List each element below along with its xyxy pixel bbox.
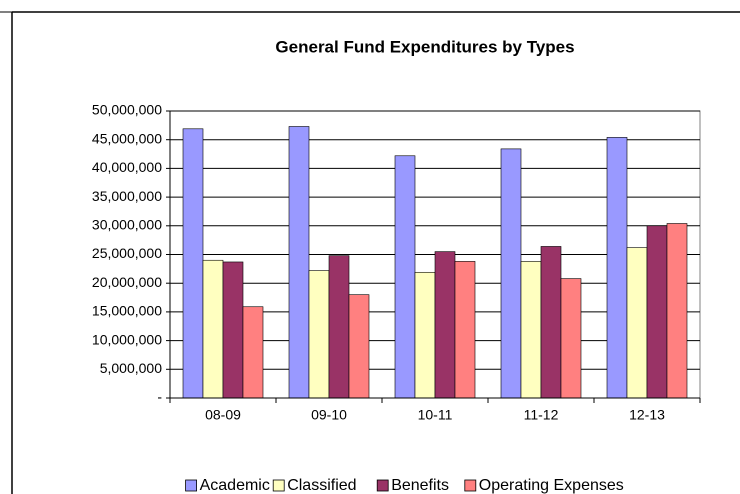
bar [414,271,436,399]
bar [520,261,542,399]
legend-swatch [272,479,285,492]
legend-label: Academic [200,477,270,494]
legend-label: Benefits [391,477,449,494]
y-tick-label: 5,000,000 [100,360,162,376]
y-tick-label: 10,000,000 [92,331,162,347]
bar [394,155,416,399]
legend-swatch [464,479,477,492]
bar [222,261,244,399]
bar [606,137,628,399]
x-tick-label: 12-13 [629,407,665,423]
y-tick-label: 45,000,000 [92,130,162,146]
x-tick-label: 08-09 [205,407,241,423]
bar [500,148,522,399]
x-tick-label: 09-10 [311,407,347,423]
bar [540,246,562,399]
legend-swatch [185,479,198,492]
x-tick-label: 11-12 [524,407,559,423]
bar [242,306,264,399]
x-tick-label: 10-11 [418,407,453,423]
y-tick-label: - [157,389,162,405]
chart-title: General Fund Expenditures by Types [275,37,574,56]
y-tick-label: 30,000,000 [92,217,162,233]
legend-swatch [376,479,389,492]
bar [202,259,224,399]
bar [626,247,648,399]
legend-label: Operating Expenses [479,477,624,494]
bar [288,126,310,399]
bar [308,270,330,399]
y-tick-label: 50,000,000 [92,102,162,118]
y-tick-label: 20,000,000 [92,274,162,290]
bar [328,255,350,399]
bar [560,278,582,399]
y-tick-label: 15,000,000 [92,303,162,319]
legend-label: Classified [287,477,356,494]
bar [348,294,370,399]
bar [666,223,688,399]
bar [182,128,204,399]
bar [434,251,456,399]
bar [646,225,668,399]
y-tick-label: 35,000,000 [92,188,162,204]
y-tick-label: 40,000,000 [92,159,162,175]
bar [454,261,476,399]
y-tick-label: 25,000,000 [92,245,162,261]
